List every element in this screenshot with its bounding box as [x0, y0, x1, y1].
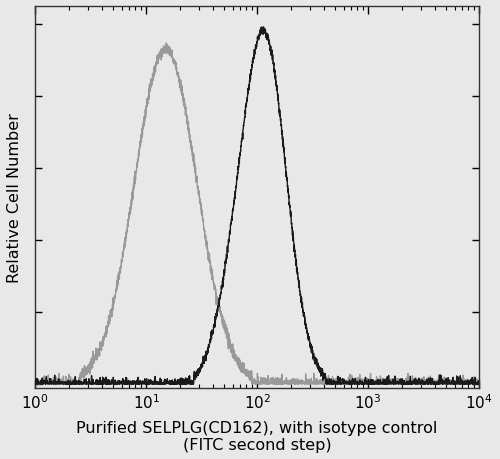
X-axis label: Purified SELPLG(CD162), with isotype control
(FITC second step): Purified SELPLG(CD162), with isotype con… [76, 420, 438, 452]
Y-axis label: Relative Cell Number: Relative Cell Number [7, 112, 22, 282]
